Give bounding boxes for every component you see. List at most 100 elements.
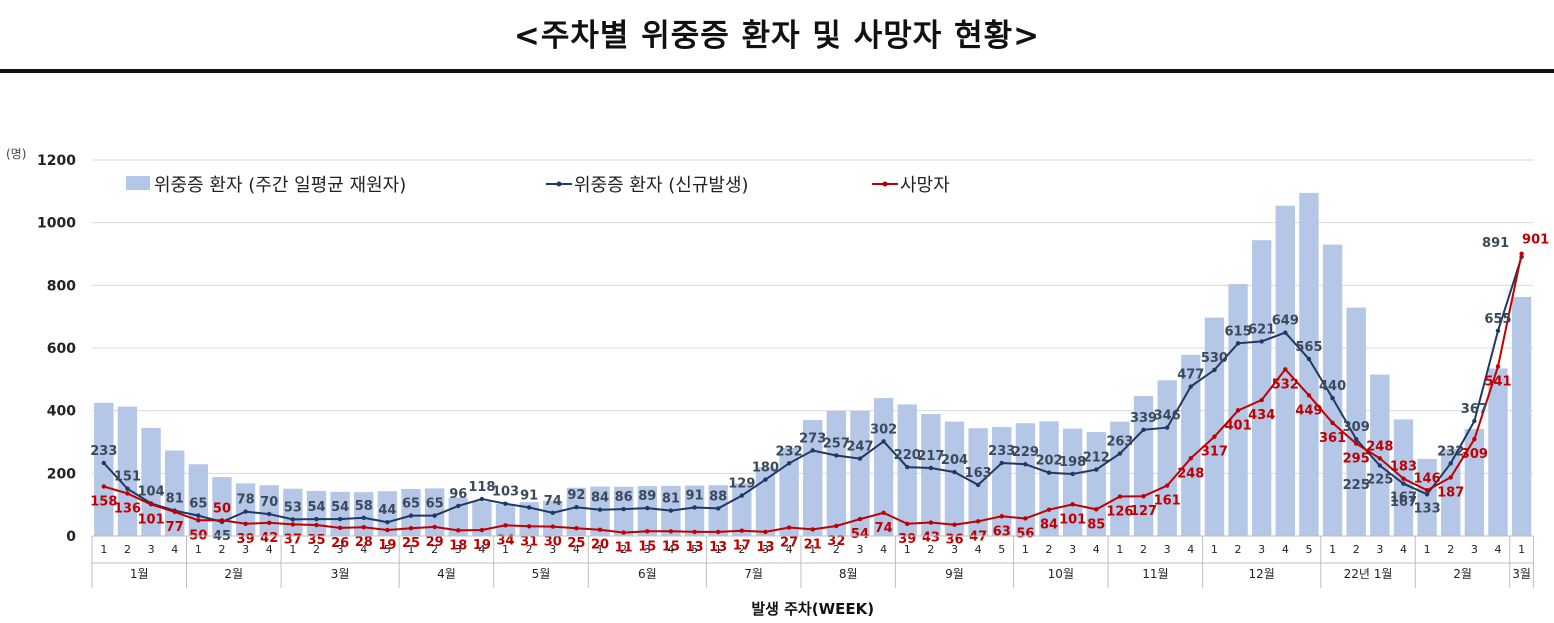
deaths-point — [1094, 507, 1099, 512]
deaths-label: 183 — [1390, 460, 1417, 475]
week-tick-label: 4 — [266, 543, 273, 556]
icu-new-point — [905, 464, 910, 470]
icu-new-label: 273 — [799, 431, 826, 446]
deaths-label: 25 — [402, 536, 420, 551]
deaths-label: 401 — [1224, 418, 1251, 433]
week-tick-label: 3 — [644, 543, 651, 556]
week-tick-label: 3 — [856, 543, 863, 556]
deaths-point — [219, 518, 225, 523]
week-tick-label: 2 — [431, 543, 438, 556]
deaths-point — [952, 522, 957, 527]
week-tick-label: 2 — [526, 543, 533, 556]
y-axis: 0 200 400 600 800 1000 1200 (명) — [6, 147, 76, 545]
deaths-label: 17 — [733, 539, 751, 554]
extra-label: 225 — [1343, 478, 1370, 493]
deaths-point — [999, 514, 1004, 519]
deaths-label: 35 — [307, 533, 325, 548]
week-tick-label: 1 — [904, 543, 911, 556]
deaths-point — [975, 519, 981, 524]
bar-series — [94, 192, 1532, 537]
week-tick-label: 3 — [1069, 543, 1076, 556]
deaths-point — [479, 527, 485, 533]
deaths-label: 248 — [1366, 439, 1393, 454]
deaths-label: 126 — [1106, 505, 1133, 520]
icu-new-point — [314, 516, 319, 522]
icu-new-point — [361, 515, 366, 521]
deaths-label: 34 — [496, 533, 514, 548]
bar — [1299, 192, 1319, 536]
bar — [1370, 374, 1390, 536]
bar — [779, 447, 799, 536]
icu-new-label: 103 — [492, 485, 519, 500]
deaths-point — [1448, 475, 1453, 480]
bar — [1086, 431, 1106, 536]
week-tick-label: 4 — [880, 543, 887, 556]
icu-new-label: 163 — [965, 466, 992, 481]
icu-new-label: 225 — [1366, 473, 1393, 488]
icu-new-label: 91 — [686, 488, 704, 503]
icu-new-point — [1424, 492, 1430, 497]
deaths-point — [810, 527, 815, 532]
week-tick-label: 4 — [573, 543, 580, 556]
week-tick-label: 2 — [124, 543, 131, 556]
bar — [1062, 428, 1083, 536]
deaths-point — [1046, 507, 1052, 512]
icu-new-label: 530 — [1201, 351, 1228, 366]
deaths-label: 11 — [615, 541, 633, 556]
icu-new-point — [196, 513, 201, 518]
icu-new-label: 65 — [426, 497, 444, 512]
deaths-point — [1377, 456, 1383, 461]
month-label: 3월 — [1512, 567, 1531, 581]
week-tick-label: 3 — [455, 543, 462, 556]
deaths-label: 21 — [804, 537, 822, 552]
deaths-point — [668, 529, 674, 534]
icu-new-point — [1164, 425, 1170, 430]
deaths-point — [1306, 393, 1312, 398]
week-tick-label: 2 — [927, 543, 934, 556]
deaths-label: 13 — [686, 540, 704, 555]
legend-red-label: 사망자 — [900, 175, 950, 196]
icu-new-label: 204 — [941, 453, 968, 468]
icu-new-label: 70 — [260, 495, 278, 510]
icu-new-point — [881, 439, 886, 444]
icu-new-label: 65 — [402, 497, 420, 512]
week-tick-label: 3 — [148, 543, 155, 556]
week-tick-label: 2 — [833, 543, 840, 556]
icu-new-label: 198 — [1059, 455, 1086, 470]
icu-new-label: 180 — [752, 461, 779, 476]
bar — [944, 421, 965, 536]
deaths-label: 63 — [993, 524, 1011, 539]
week-tick-label: 4 — [1093, 543, 1100, 556]
week-tick-label: 4 — [1400, 543, 1407, 556]
bar — [992, 426, 1012, 536]
icu-new-point — [479, 496, 485, 502]
week-tick-label: 4 — [1494, 543, 1501, 556]
bar — [732, 483, 752, 536]
deaths-point — [928, 520, 934, 525]
deaths-point — [1023, 516, 1028, 521]
deaths-label: 13 — [709, 540, 727, 555]
week-tick-label: 2 — [1140, 543, 1147, 556]
bar — [141, 427, 161, 536]
icu-new-point — [692, 505, 697, 510]
deaths-label: 13 — [756, 540, 774, 555]
month-label: 9월 — [945, 567, 964, 581]
deaths-point — [715, 529, 721, 535]
y-tick-label: 600 — [47, 341, 76, 357]
bar — [401, 489, 421, 536]
bar — [330, 491, 350, 536]
week-tick-label: 1 — [1518, 543, 1525, 556]
icu-new-point — [1046, 470, 1052, 475]
deaths-point — [1495, 364, 1501, 369]
deaths-point — [1117, 494, 1123, 499]
icu-new-label: 58 — [355, 499, 373, 514]
deaths-label: 158 — [90, 494, 117, 509]
icu-new-label: 133 — [1414, 501, 1441, 516]
deaths-point — [290, 522, 296, 527]
deaths-label: 29 — [426, 535, 444, 550]
deaths-label: 295 — [1343, 452, 1370, 467]
deaths-label: 30 — [544, 535, 562, 550]
icu-new-point — [1330, 395, 1335, 401]
icu-new-label: 53 — [284, 500, 302, 515]
